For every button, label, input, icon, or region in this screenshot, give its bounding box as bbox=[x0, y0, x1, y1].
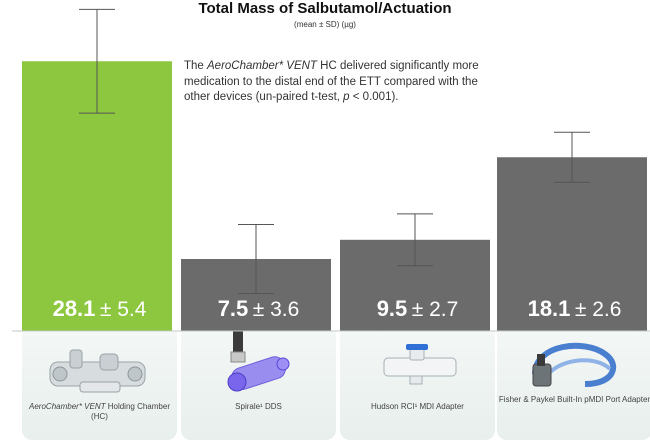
holding-chamber-image bbox=[49, 349, 146, 393]
chart-title: Total Mass of Salbutamol/Actuation bbox=[198, 0, 452, 17]
fisher-paykel-adapter-image bbox=[532, 342, 617, 387]
device-panel-aerochamber: AeroChamber* VENT Holding Chamber (HC) bbox=[22, 332, 177, 440]
hudson-adapter-image bbox=[383, 344, 457, 385]
device-name-fisher-paykel: Fisher & Paykel Built-In pMDI Port Adapt… bbox=[498, 395, 650, 404]
device-name-hudson: Hudson RCI¹ MDI Adapter bbox=[371, 402, 464, 411]
value-label-fisher-paykel: 18.1 ± 2.6 bbox=[527, 296, 622, 321]
device-name-spirale: Spirale¹ DDS bbox=[235, 402, 282, 411]
spirale-dds-image bbox=[227, 326, 290, 392]
device-panel-fisher-paykel: Fisher & Paykel Built-In pMDI Port Adapt… bbox=[497, 332, 650, 440]
device-panel-hudson: Hudson RCI¹ MDI Adapter bbox=[340, 332, 495, 440]
chart-subtitle: (mean ± SD) (µg) bbox=[294, 20, 356, 29]
device-panel-spirale: Spirale¹ DDS bbox=[181, 326, 336, 440]
bar-fisher-paykel bbox=[497, 157, 647, 331]
error-bar-spirale bbox=[238, 223, 274, 295]
error-bar-aerochamber bbox=[79, 8, 115, 114]
error-bar-fisher-paykel bbox=[554, 131, 590, 183]
value-label-spirale: 7.5 ± 3.6 bbox=[217, 296, 300, 321]
device-name-aerochamber: AeroChamber* VENT Holding Chamber (HC) bbox=[29, 402, 170, 421]
annotation-text: The AeroChamber* VENT HC delivered signi… bbox=[184, 60, 479, 103]
value-label-aerochamber: 28.1 ± 5.4 bbox=[52, 296, 147, 321]
value-label-hudson: 9.5 ± 2.7 bbox=[376, 296, 459, 321]
error-bar-hudson bbox=[397, 213, 433, 267]
